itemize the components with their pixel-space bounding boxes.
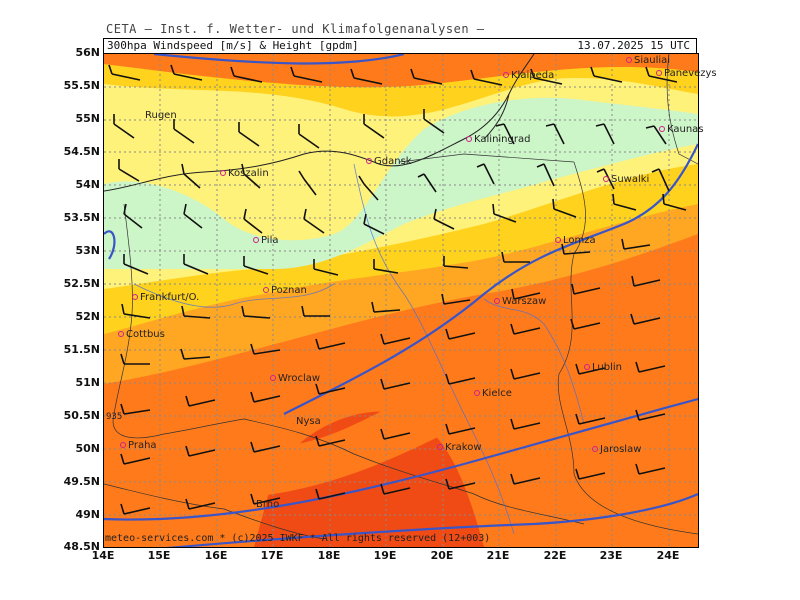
city-label: Siauliai: [626, 55, 670, 66]
lon-label: 14E: [91, 549, 115, 562]
city-marker-icon: [466, 136, 472, 142]
coastlines: [104, 54, 535, 192]
city-marker-icon: [366, 158, 372, 164]
lat-label: 53N: [75, 244, 100, 257]
city-label: Krakow: [437, 442, 482, 453]
city-marker-icon: [503, 72, 509, 78]
lat-label: 56N: [75, 46, 100, 59]
lon-label: 19E: [373, 549, 397, 562]
lon-label: 16E: [204, 549, 228, 562]
lat-label: 49N: [75, 508, 100, 521]
city-marker-icon: [659, 126, 665, 132]
product-label: 300hpa Windspeed [m/s] & Height [gpdm]: [107, 39, 359, 52]
city-marker-icon: [494, 298, 500, 304]
lon-label: 21E: [486, 549, 510, 562]
city-label: Praha: [120, 440, 157, 451]
copyright-footer: meteo-services.com * (c)2025 IWKF * All …: [105, 533, 491, 544]
city-marker-icon: [263, 287, 269, 293]
city-marker-icon: [656, 70, 662, 76]
city-marker-icon: [132, 294, 138, 300]
city-marker-icon: [555, 237, 561, 243]
city-marker-icon: [118, 331, 124, 337]
city-label: Lomza: [555, 235, 596, 246]
city-label: Koszalin: [220, 168, 269, 179]
city-label: Kaliningrad: [466, 134, 530, 145]
band-very-strong-2: [104, 394, 444, 499]
lon-label: 17E: [260, 549, 284, 562]
city-label: Jaroslaw: [592, 444, 641, 455]
lon-label: 15E: [147, 549, 171, 562]
city-marker-icon: [253, 237, 259, 243]
city-marker-icon: [592, 446, 598, 452]
lat-label: 54N: [75, 178, 100, 191]
lat-label: 55N: [75, 112, 100, 125]
lat-label: 50.5N: [63, 409, 100, 422]
lat-label: 52.5N: [63, 277, 100, 290]
map-frame: 935: [103, 53, 699, 548]
city-label: Lublin: [584, 362, 622, 373]
city-marker-icon: [474, 390, 480, 396]
city-label: Cottbus: [118, 329, 165, 340]
city-marker-icon: [584, 364, 590, 370]
city-marker-icon: [220, 170, 226, 176]
city-marker-icon: [626, 57, 632, 63]
city-label: Frankfurt/O.: [132, 292, 199, 303]
lon-label: 18E: [317, 549, 341, 562]
contour-label: 935: [106, 412, 123, 422]
city-label: Brno: [256, 499, 280, 510]
city-label: Rugen: [145, 110, 177, 121]
lat-label: 52N: [75, 310, 100, 323]
lat-label: 51N: [75, 376, 100, 389]
valid-time: 13.07.2025 15 UTC: [577, 39, 690, 52]
lat-label: 48.5N: [63, 540, 100, 553]
wind-map: [104, 54, 698, 547]
city-label: Klaipeda: [503, 70, 554, 81]
city-label: Suwalki: [603, 174, 649, 185]
city-label: Gdansk: [366, 156, 412, 167]
lon-label: 24E: [656, 549, 680, 562]
lat-label: 55.5N: [63, 79, 100, 92]
band-calm: [104, 97, 698, 269]
height-contours: [104, 54, 698, 547]
chart-title: CETA – Inst. f. Wetter- und Klimafolgena…: [106, 22, 485, 36]
city-label: Wroclaw: [270, 373, 320, 384]
city-label: Panevezys: [656, 68, 717, 79]
lat-label: 54.5N: [63, 145, 100, 158]
city-marker-icon: [603, 176, 609, 182]
city-label: Kaunas: [659, 124, 704, 135]
wind-barbs: [108, 64, 687, 515]
lon-label: 23E: [599, 549, 623, 562]
lat-label: 53.5N: [63, 211, 100, 224]
city-label: Nysa: [296, 416, 321, 427]
grid: [104, 54, 698, 547]
city-marker-icon: [270, 375, 276, 381]
lat-label: 51.5N: [63, 343, 100, 356]
lat-label: 49.5N: [63, 475, 100, 488]
borders: [104, 54, 698, 540]
lon-label: 20E: [430, 549, 454, 562]
rivers: [133, 163, 585, 535]
city-label: Warszaw: [494, 296, 546, 307]
city-label: Kielce: [474, 388, 512, 399]
lat-label: 50N: [75, 442, 100, 455]
city-label: Pila: [253, 235, 279, 246]
city-marker-icon: [120, 442, 126, 448]
lon-label: 22E: [543, 549, 567, 562]
city-marker-icon: [437, 444, 443, 450]
header-bar: 300hpa Windspeed [m/s] & Height [gpdm] 1…: [103, 38, 697, 54]
city-label: Poznan: [263, 285, 307, 296]
